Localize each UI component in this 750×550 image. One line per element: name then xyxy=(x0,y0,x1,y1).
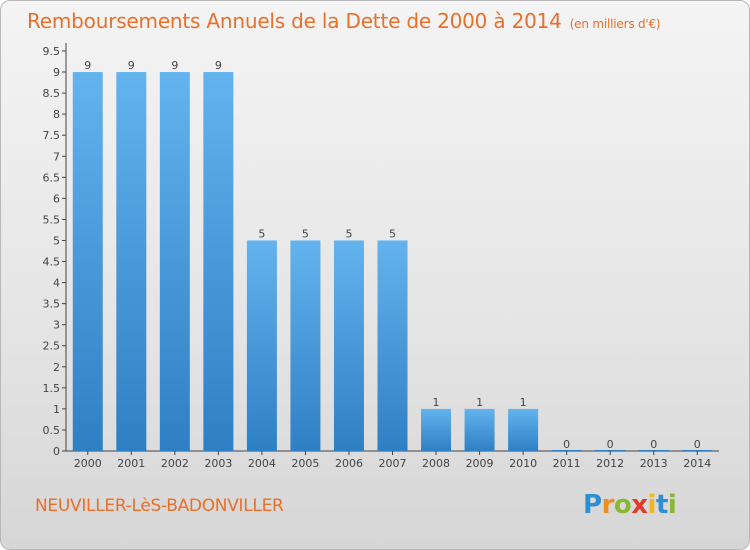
data-label: 1 xyxy=(433,396,440,409)
data-label: 0 xyxy=(607,438,614,451)
logo-letter: P xyxy=(583,490,602,520)
x-tick-label: 2013 xyxy=(640,457,668,470)
y-tick-label: 6.5 xyxy=(43,171,61,184)
data-label: 1 xyxy=(476,396,483,409)
bar xyxy=(333,240,364,451)
x-tick-label: 2000 xyxy=(74,457,102,470)
y-tick-label: 9 xyxy=(53,66,60,79)
bar xyxy=(159,72,190,451)
bar xyxy=(246,240,277,451)
logo-letter: i xyxy=(647,490,657,520)
y-tick-label: 7.5 xyxy=(43,129,61,142)
x-tick-label: 2008 xyxy=(422,457,450,470)
data-label: 9 xyxy=(171,59,178,72)
bar xyxy=(377,240,408,451)
x-tick-label: 2007 xyxy=(379,457,407,470)
data-label: 5 xyxy=(389,227,396,240)
x-tick-label: 2009 xyxy=(466,457,494,470)
y-tick-label: 4.5 xyxy=(43,256,61,269)
bar xyxy=(421,408,452,451)
x-tick-label: 2012 xyxy=(596,457,624,470)
y-tick-label: 1.5 xyxy=(43,382,61,395)
y-tick-label: 2.5 xyxy=(43,340,61,353)
data-label: 5 xyxy=(345,227,352,240)
data-label: 9 xyxy=(215,59,222,72)
bar xyxy=(508,408,539,451)
y-tick-label: 5.5 xyxy=(43,213,61,226)
commune-name: NEUVILLER-LèS-BADONVILLER xyxy=(35,496,284,516)
y-tick-label: 0 xyxy=(53,445,60,458)
x-tick-label: 2004 xyxy=(248,457,276,470)
chart-labels: 9 2000 9 2001 9 2002 9 2003 5 2004 5 2005 5 2006 5 2007… xyxy=(74,59,711,470)
y-tick-label: 3.5 xyxy=(43,298,61,311)
x-tick-label: 2005 xyxy=(291,457,319,470)
y-tick-label: 1 xyxy=(53,403,60,416)
x-tick-label: 2011 xyxy=(553,457,581,470)
y-tick-label: 3 xyxy=(53,319,60,332)
bar xyxy=(290,240,321,451)
logo-letter: i xyxy=(667,490,677,520)
bar xyxy=(72,72,103,451)
data-label: 5 xyxy=(258,227,265,240)
chart-bars xyxy=(72,72,713,451)
logo-letter: t xyxy=(655,490,668,520)
y-tick-label: 8.5 xyxy=(43,87,61,100)
data-label: 5 xyxy=(302,227,309,240)
chart-unit: (en milliers d'€) xyxy=(569,17,661,31)
x-tick-label: 2001 xyxy=(117,457,145,470)
y-tick-label: 5 xyxy=(53,234,60,247)
x-tick-label: 2014 xyxy=(683,457,711,470)
bar xyxy=(203,72,234,451)
y-tick-label: 8 xyxy=(53,108,60,121)
chart-axes: 0 0.5 1 1.5 2 2.5 3 3.5 4 4.5 5 5.5 6 6.5 7 7.5 8 8.5 9 9.5 xyxy=(43,43,719,458)
chart-title: Remboursements Annuels de la Dette de 20… xyxy=(27,9,661,33)
chart-title-text: Remboursements Annuels de la Dette de 20… xyxy=(27,9,562,33)
data-label: 9 xyxy=(84,59,91,72)
x-tick-label: 2006 xyxy=(335,457,363,470)
data-label: 0 xyxy=(650,438,657,451)
logo-letter: r xyxy=(601,490,615,520)
y-tick-label: 9.5 xyxy=(43,45,61,58)
x-tick-label: 2002 xyxy=(161,457,189,470)
bar xyxy=(116,72,147,451)
logo-letter: o xyxy=(613,490,632,520)
logo-letter: x xyxy=(631,490,648,520)
bar xyxy=(464,408,495,451)
data-label: 1 xyxy=(520,396,527,409)
y-tick-label: 6 xyxy=(53,192,60,205)
data-label: 9 xyxy=(128,59,135,72)
y-tick-label: 2 xyxy=(53,361,60,374)
data-label: 0 xyxy=(694,438,701,451)
y-tick-label: 0.5 xyxy=(43,424,61,437)
y-tick-label: 4 xyxy=(53,277,60,290)
data-label: 0 xyxy=(563,438,570,451)
x-tick-label: 2003 xyxy=(204,457,232,470)
y-tick-label: 7 xyxy=(53,150,60,163)
proxiti-logo: Proxiti xyxy=(583,490,677,520)
x-tick-label: 2010 xyxy=(509,457,537,470)
